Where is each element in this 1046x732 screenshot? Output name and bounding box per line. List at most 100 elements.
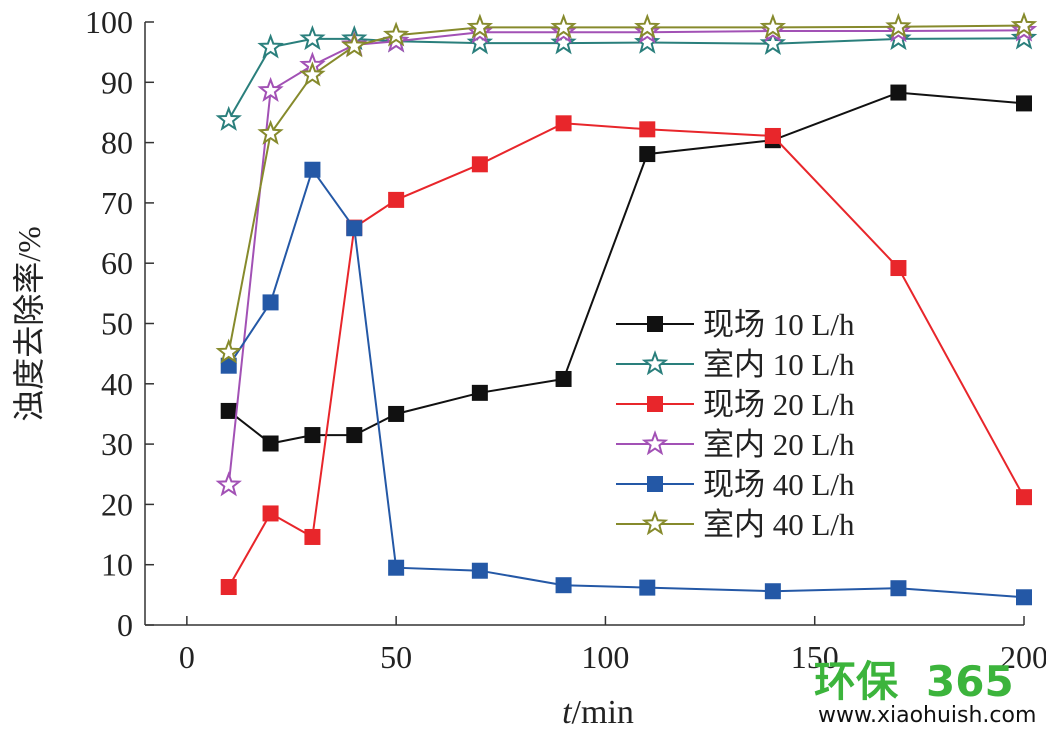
x-tick-label: 50: [380, 639, 412, 675]
data-point: [471, 384, 488, 401]
series-line: [227, 122, 1025, 588]
data-point: [471, 562, 488, 579]
legend-label: 现场 10 L/h: [703, 307, 855, 342]
data-point: [764, 583, 781, 600]
data-point: [215, 338, 242, 364]
data-point: [341, 32, 368, 58]
data-point: [634, 13, 661, 39]
watermark-logo-num: 365: [926, 657, 1014, 706]
data-point: [257, 119, 284, 145]
data-point: [466, 29, 494, 55]
legend-label: 室内 20 L/h: [703, 427, 855, 462]
x-tick-label: 150: [791, 639, 839, 675]
legend-item: 室内 20 L/h: [616, 427, 855, 462]
y-tick-label: 20: [101, 486, 133, 522]
y-tick-label: 10: [101, 547, 133, 583]
y-axis-label: 浊度去除率/%: [11, 226, 47, 422]
y-tick-label: 80: [101, 125, 133, 161]
data-point: [555, 115, 572, 132]
series-4: [215, 16, 1038, 497]
series-2: [215, 24, 1038, 131]
series-5: [220, 161, 1032, 606]
legend-marker: [641, 350, 669, 376]
x-axis-label-var: t: [562, 694, 573, 731]
data-point: [299, 61, 326, 87]
data-point: [555, 370, 572, 387]
data-point: [304, 161, 321, 178]
x-tick-label: 200: [1000, 639, 1046, 675]
data-point: [550, 13, 577, 39]
data-point: [890, 84, 907, 101]
series-line: [227, 24, 1025, 353]
data-point: [759, 13, 787, 39]
legend-label: 室内 40 L/h: [703, 507, 855, 542]
data-point: [1016, 95, 1032, 112]
y-tick-label: 90: [101, 64, 133, 100]
legend-marker: [641, 430, 669, 456]
legend-item: 现场 20 L/h: [616, 387, 855, 422]
data-point: [1010, 24, 1038, 50]
y-tick-label: 60: [101, 245, 133, 281]
data-point: [759, 29, 787, 55]
data-point: [885, 25, 912, 51]
legend-item: 室内 10 L/h: [616, 347, 855, 382]
legend-label: 室内 10 L/h: [703, 347, 855, 382]
data-point: [555, 577, 572, 594]
legend-label: 现场 40 L/h: [703, 467, 855, 502]
plot-area: [215, 11, 1038, 606]
data-point: [262, 435, 279, 452]
x-axis-label-unit: /min: [572, 694, 634, 731]
series-3: [220, 115, 1032, 596]
data-point: [388, 559, 405, 576]
watermark-logo-cn: 环保: [814, 657, 899, 706]
x-axis-label: t/min: [562, 694, 634, 731]
data-point: [215, 105, 242, 131]
data-point: [304, 427, 321, 444]
data-point: [1016, 489, 1032, 506]
data-point: [890, 580, 907, 597]
y-tick-label: 50: [101, 306, 133, 342]
data-point: [890, 260, 907, 277]
series-6: [215, 11, 1038, 364]
data-point: [262, 505, 279, 522]
y-tick-label: 30: [101, 426, 133, 462]
data-point: [257, 76, 284, 102]
data-point: [471, 156, 488, 173]
legend: 现场 10 L/h 室内 10 L/h 现场 20 L/h 室内 20 L/h 现场 4…: [616, 307, 855, 542]
legend-item: 室内 40 L/h: [616, 507, 855, 542]
series-1: [220, 84, 1032, 452]
data-point: [220, 402, 237, 419]
data-point: [346, 427, 363, 444]
data-point: [388, 405, 405, 422]
watermark: 环保 365 www.xiaohuish.com: [814, 657, 1036, 728]
data-point: [634, 28, 661, 54]
data-point: [304, 528, 321, 545]
x-tick-label: 0: [179, 639, 195, 675]
data-point: [257, 33, 284, 59]
y-tick-label: 40: [101, 366, 133, 402]
data-point: [262, 294, 279, 311]
legend-label: 现场 20 L/h: [703, 387, 855, 422]
data-point: [1016, 589, 1032, 606]
legend-item: 现场 40 L/h: [616, 467, 855, 502]
data-point: [382, 21, 410, 47]
data-point: [220, 357, 237, 374]
legend-marker: [647, 316, 663, 332]
y-tick-label: 0: [117, 607, 133, 643]
data-point: [466, 13, 494, 39]
data-point: [220, 579, 237, 596]
y-tick-label: 70: [101, 185, 133, 221]
watermark-url: www.xiaohuish.com: [818, 703, 1036, 728]
data-point: [215, 471, 242, 497]
data-point: [299, 25, 326, 51]
data-point: [764, 127, 781, 144]
data-point: [639, 121, 656, 138]
data-point: [346, 220, 363, 237]
data-point: [550, 29, 577, 55]
data-point: [885, 12, 912, 39]
x-tick-label: 100: [581, 639, 629, 675]
legend-marker: [647, 396, 663, 412]
y-tick-label: 100: [85, 4, 133, 40]
data-point: [1010, 11, 1038, 37]
